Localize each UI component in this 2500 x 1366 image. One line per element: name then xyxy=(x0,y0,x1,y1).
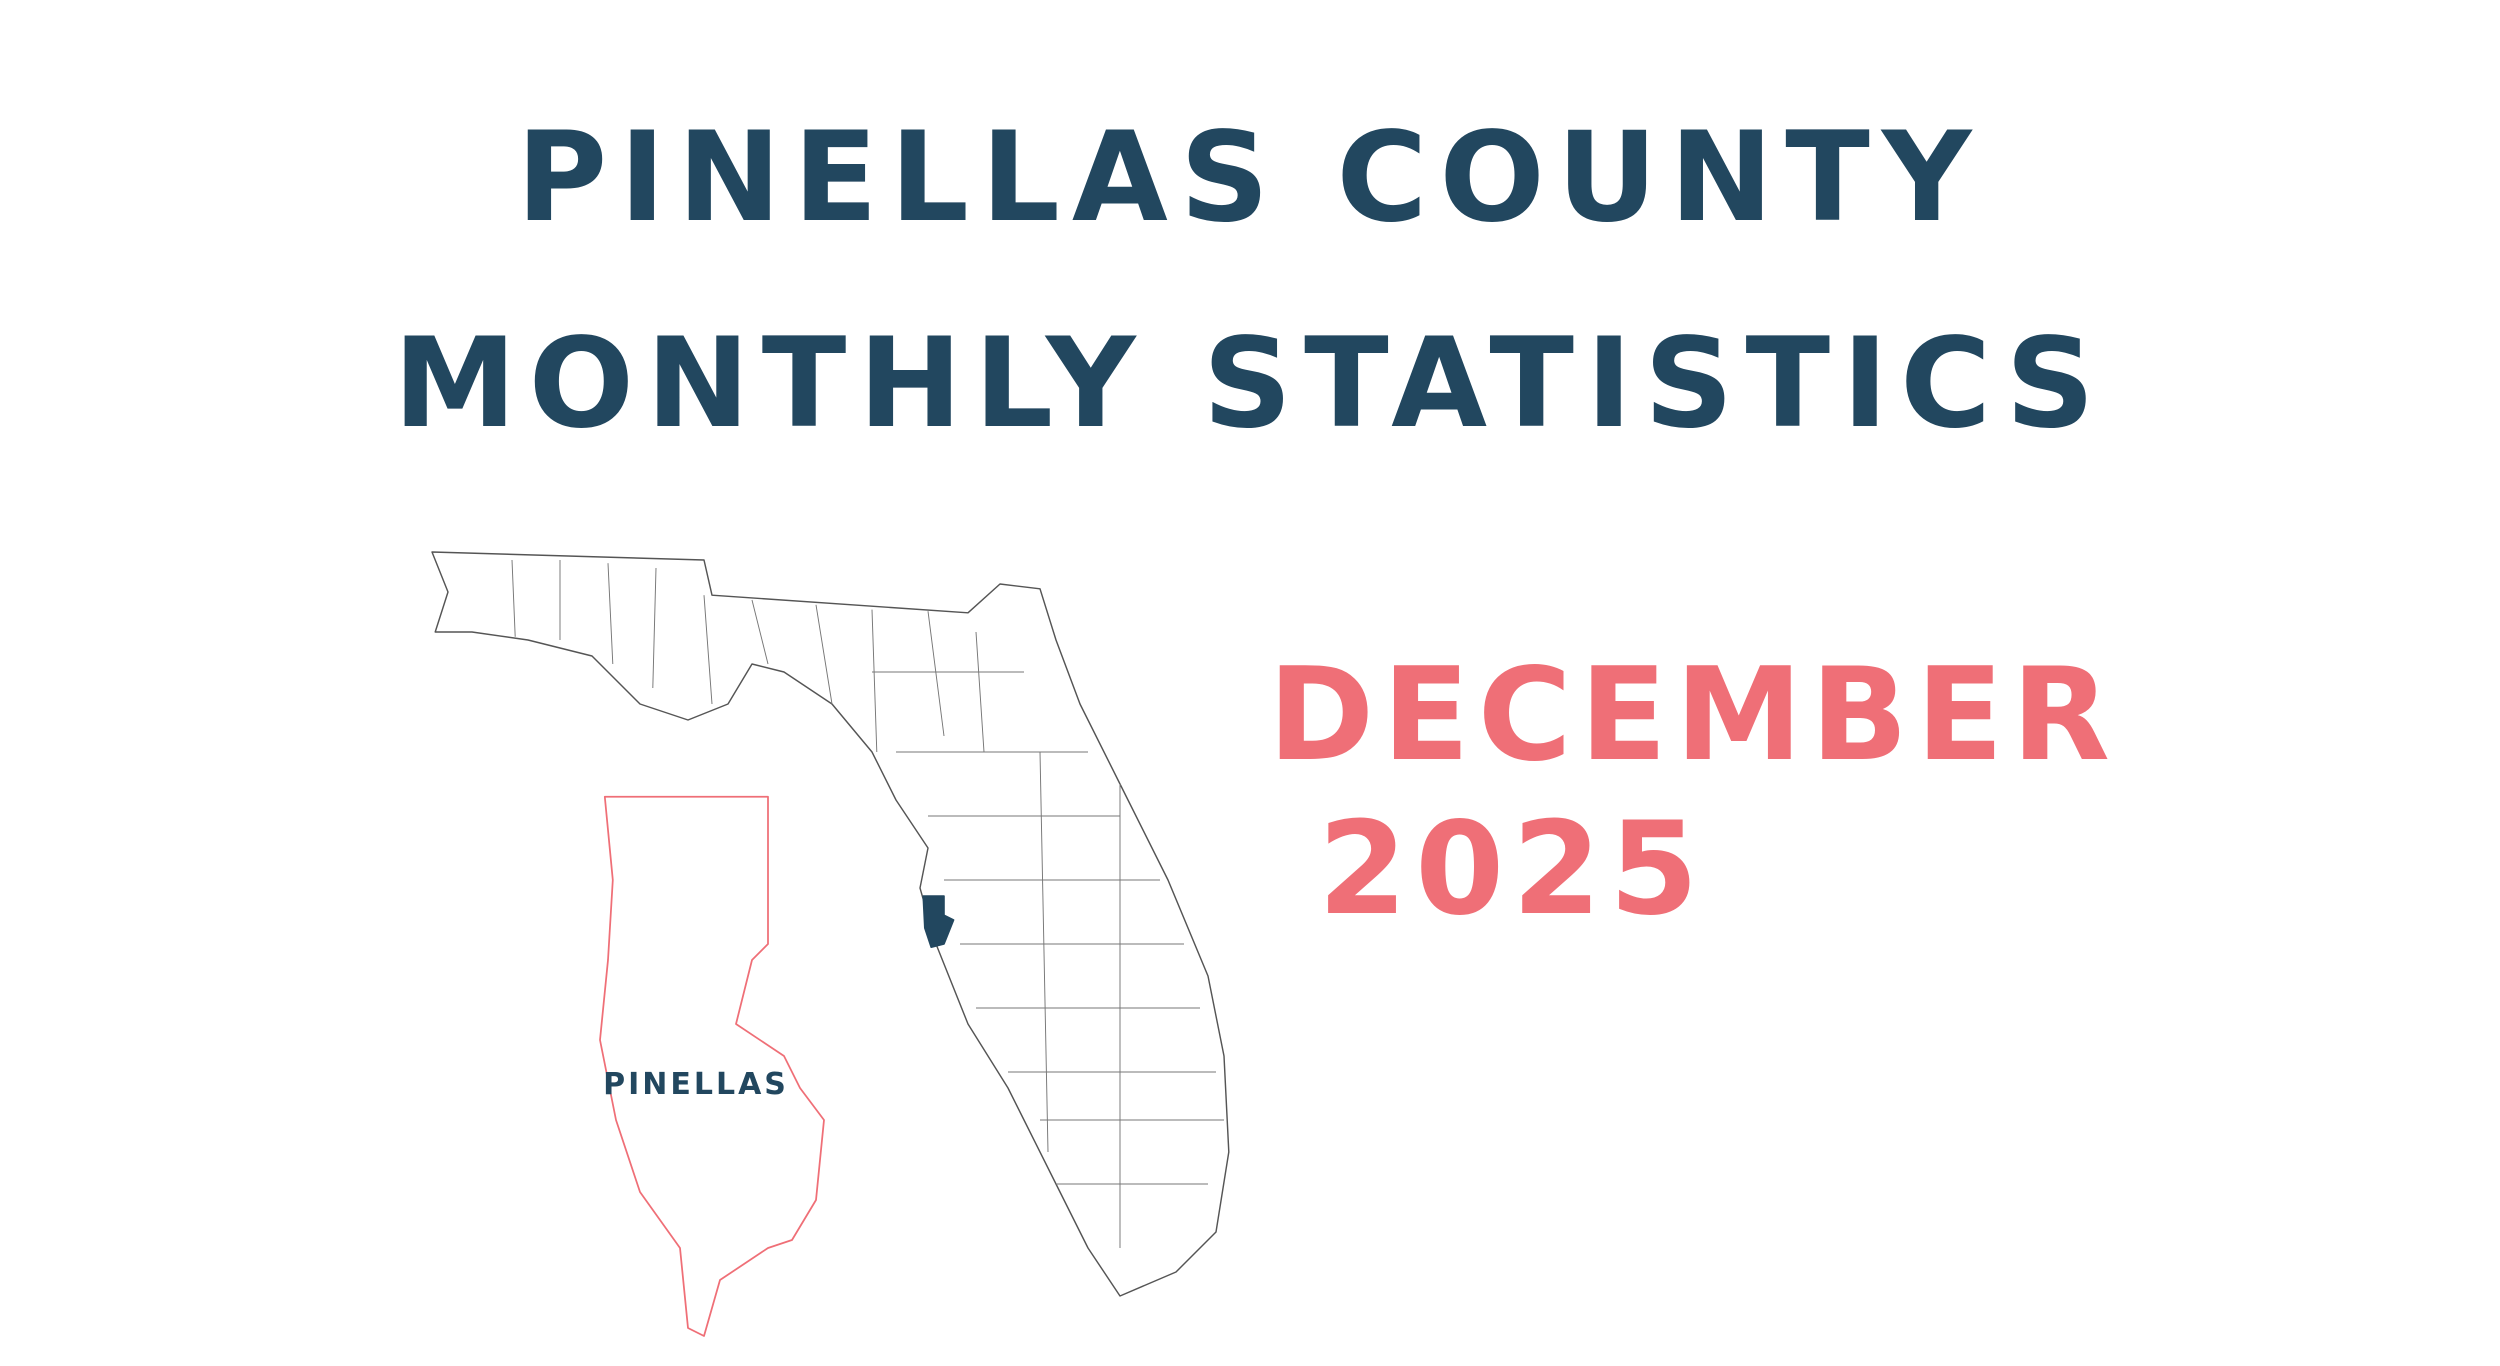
county-lines xyxy=(511,559,1225,1249)
pinellas-inset xyxy=(599,795,825,1337)
inset-label: PINELLAS xyxy=(603,1067,789,1102)
title-line: MONTHLY STATISTICS xyxy=(393,312,2107,456)
title-line: PINELLAS COUNTY xyxy=(516,106,1984,250)
florida-outline xyxy=(431,551,1230,1297)
month: DECEMBER xyxy=(1268,641,2118,790)
pinellas-highlight xyxy=(922,895,955,949)
year: 2025 xyxy=(1318,795,1707,944)
